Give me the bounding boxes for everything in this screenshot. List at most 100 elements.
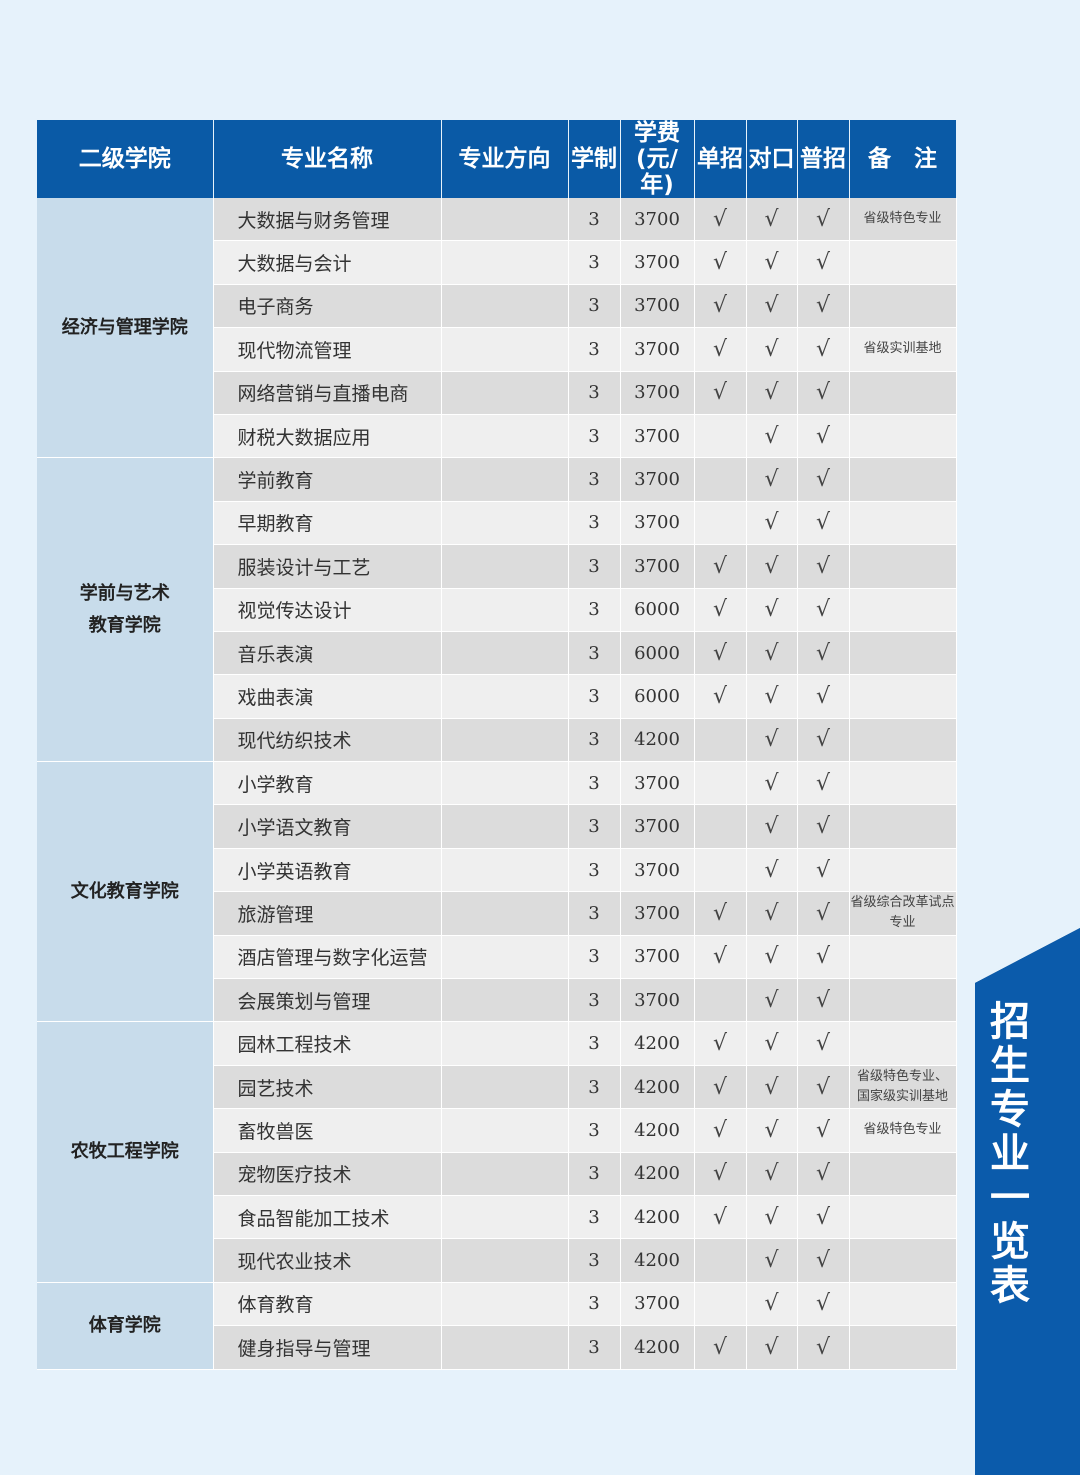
years: 3 <box>568 240 621 285</box>
general-enroll-check: √ <box>797 1325 850 1370</box>
single-enroll-check: √ <box>694 1108 747 1153</box>
major-direction <box>441 1282 569 1327</box>
table-row: 视觉传达设计 3 6000 √ √ √ <box>37 588 957 632</box>
general-enroll-check: √ <box>797 848 850 893</box>
years: 3 <box>568 457 621 502</box>
single-enroll-check: √ <box>694 588 747 632</box>
years: 3 <box>568 1108 621 1153</box>
years: 3 <box>568 198 621 242</box>
major-name: 视觉传达设计 <box>213 588 442 632</box>
vocational-enroll-check: √ <box>746 284 798 329</box>
note <box>849 544 957 589</box>
major-direction <box>441 1195 569 1240</box>
table-row: 会展策划与管理 3 3700 √ √ <box>37 978 957 1023</box>
general-enroll-check: √ <box>797 414 850 459</box>
general-enroll-check: √ <box>797 674 850 719</box>
table-row: 食品智能加工技术 3 4200 √ √ √ <box>37 1195 957 1240</box>
vocational-enroll-check: √ <box>746 327 798 372</box>
years: 3 <box>568 631 621 676</box>
header-years: 学制 <box>568 120 621 198</box>
college-name: 学前与艺术 教育学院 <box>37 457 214 763</box>
major-name: 旅游管理 <box>213 891 442 936</box>
fee: 3700 <box>620 198 695 242</box>
fee: 3700 <box>620 414 695 459</box>
major-name: 现代纺织技术 <box>213 718 442 763</box>
major-name: 现代农业技术 <box>213 1238 442 1283</box>
major-direction <box>441 804 569 849</box>
vocational-enroll-check: √ <box>746 588 798 632</box>
college-name: 体育学院 <box>37 1282 214 1370</box>
header-single-enroll: 单招 <box>694 120 747 198</box>
fee: 3700 <box>620 284 695 329</box>
banner-title: 招生专业一览表 <box>990 999 1030 1309</box>
header-fee: 学费 (元/年) <box>620 120 695 198</box>
years: 3 <box>568 1325 621 1370</box>
table-row: 戏曲表演 3 6000 √ √ √ <box>37 674 957 719</box>
note <box>849 1152 957 1196</box>
years: 3 <box>568 1065 621 1110</box>
fee: 3700 <box>620 501 695 546</box>
note <box>849 1021 957 1066</box>
single-enroll-check: √ <box>694 1065 747 1110</box>
header-vocational-enroll: 对口 <box>746 120 798 198</box>
fee: 4200 <box>620 1108 695 1153</box>
fee: 3700 <box>620 891 695 936</box>
note <box>849 240 957 285</box>
years: 3 <box>568 371 621 415</box>
major-name: 财税大数据应用 <box>213 414 442 459</box>
fee: 4200 <box>620 1021 695 1066</box>
table-row: 大数据与会计 3 3700 √ √ √ <box>37 240 957 285</box>
years: 3 <box>568 327 621 372</box>
note: 省级特色专业 <box>849 198 957 242</box>
header-notes: 备 注 <box>849 120 957 198</box>
single-enroll-check <box>694 761 747 806</box>
table-row: 学前与艺术 教育学院 学前教育 3 3700 √ √ <box>37 457 957 763</box>
years: 3 <box>568 1152 621 1196</box>
major-direction <box>441 501 569 546</box>
note <box>849 457 957 502</box>
fee: 3700 <box>620 544 695 589</box>
general-enroll-check: √ <box>797 631 850 676</box>
table-row: 服装设计与工艺 3 3700 √ √ √ <box>37 544 957 589</box>
table-row: 畜牧兽医 3 4200 √ √ √ 省级特色专业 <box>37 1108 957 1153</box>
fee: 3700 <box>620 848 695 893</box>
single-enroll-check: √ <box>694 631 747 676</box>
fee: 3700 <box>620 1282 695 1327</box>
fee: 3700 <box>620 978 695 1023</box>
single-enroll-check <box>694 414 747 459</box>
general-enroll-check: √ <box>797 240 850 285</box>
single-enroll-check: √ <box>694 891 747 936</box>
single-enroll-check: √ <box>694 544 747 589</box>
note <box>849 284 957 329</box>
table-row: 农牧工程学院 园林工程技术 3 4200 √ √ √ <box>37 1021 957 1283</box>
general-enroll-check: √ <box>797 1282 850 1327</box>
college-name: 文化教育学院 <box>37 761 214 1023</box>
single-enroll-check: √ <box>694 198 747 242</box>
major-name: 食品智能加工技术 <box>213 1195 442 1240</box>
vocational-enroll-check: √ <box>746 457 798 502</box>
note <box>849 1282 957 1327</box>
table-row: 旅游管理 3 3700 √ √ √ 省级综合改革试点专业 <box>37 891 957 936</box>
years: 3 <box>568 501 621 546</box>
header-major: 专业名称 <box>213 120 442 198</box>
vocational-enroll-check: √ <box>746 935 798 980</box>
general-enroll-check: √ <box>797 1238 850 1283</box>
years: 3 <box>568 1195 621 1240</box>
college-name: 农牧工程学院 <box>37 1021 214 1283</box>
general-enroll-check: √ <box>797 284 850 329</box>
table-row: 现代物流管理 3 3700 √ √ √ 省级实训基地 <box>37 327 957 372</box>
header-college: 二级学院 <box>37 120 214 198</box>
table-header: 二级学院 专业名称 专业方向 学制 学费 (元/年) 单招 对口 普招 备 注 <box>37 120 957 198</box>
table-row: 宠物医疗技术 3 4200 √ √ √ <box>37 1152 957 1196</box>
fee: 6000 <box>620 631 695 676</box>
major-direction <box>441 240 569 285</box>
years: 3 <box>568 718 621 763</box>
general-enroll-check: √ <box>797 198 850 242</box>
vocational-enroll-check: √ <box>746 1325 798 1370</box>
general-enroll-check: √ <box>797 1021 850 1066</box>
major-name: 现代物流管理 <box>213 327 442 372</box>
note <box>849 718 957 763</box>
major-name: 音乐表演 <box>213 631 442 676</box>
major-direction <box>441 284 569 329</box>
general-enroll-check: √ <box>797 1152 850 1196</box>
